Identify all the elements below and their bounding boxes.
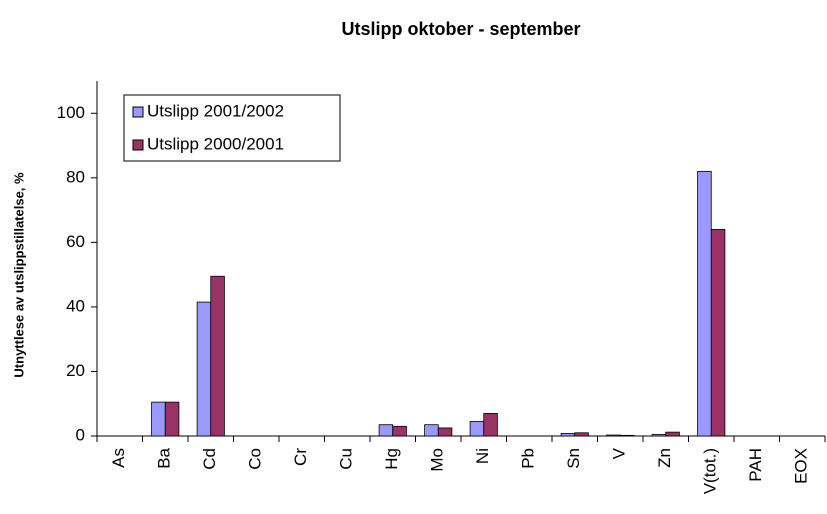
x-tick-label: Cu	[337, 448, 356, 470]
bar	[210, 275, 225, 437]
legend	[123, 94, 341, 162]
legend-label: Utslipp 2001/2002	[147, 101, 284, 120]
bar	[164, 401, 180, 437]
bar	[651, 433, 667, 437]
x-tick-label: EOX	[792, 448, 811, 484]
x-tick-label: Cd	[200, 448, 219, 470]
x-tick-label: Ni	[473, 448, 492, 464]
chart-title: Utslipp oktober - september	[341, 19, 580, 39]
bar	[560, 433, 576, 437]
x-tick-label: Cr	[291, 448, 310, 466]
x-tick-label: Ba	[155, 447, 174, 468]
bar	[665, 431, 680, 437]
y-tick-label: 20	[66, 361, 85, 380]
y-axis-label: Utnyttlese av utslippstillatelse, %	[11, 172, 26, 378]
x-tick-label: Pb	[519, 448, 538, 469]
x-tick-label: Mo	[428, 448, 447, 472]
x-tick-label: Co	[246, 448, 265, 470]
bar	[606, 434, 621, 437]
y-tick-label: 80	[66, 167, 85, 186]
x-tick-label: V(tot.)	[701, 448, 720, 494]
x-tick-label: Zn	[655, 448, 674, 468]
y-tick-label: 60	[66, 232, 85, 251]
bar	[619, 434, 635, 437]
bar	[710, 229, 726, 437]
y-tick-label: 40	[66, 296, 85, 315]
x-tick-label: Sn	[564, 448, 583, 469]
y-tick-label: 100	[57, 103, 85, 122]
bar	[151, 401, 166, 437]
legend-label: Utslipp 2000/2001	[147, 134, 284, 153]
x-tick-label: Hg	[382, 448, 401, 470]
bar	[378, 424, 394, 437]
bar	[697, 170, 712, 437]
bar	[196, 301, 212, 437]
bar	[437, 427, 453, 437]
bar	[469, 421, 485, 437]
x-tick-label: V	[610, 447, 629, 459]
x-tick-label: PAH	[746, 448, 765, 482]
legend-swatch	[132, 106, 144, 118]
x-tick-label: As	[109, 448, 128, 468]
legend-swatch	[132, 139, 144, 151]
bar	[424, 424, 439, 437]
bar	[483, 413, 498, 437]
bar	[574, 432, 589, 437]
y-tick-label: 0	[76, 425, 85, 444]
bar	[392, 425, 407, 437]
